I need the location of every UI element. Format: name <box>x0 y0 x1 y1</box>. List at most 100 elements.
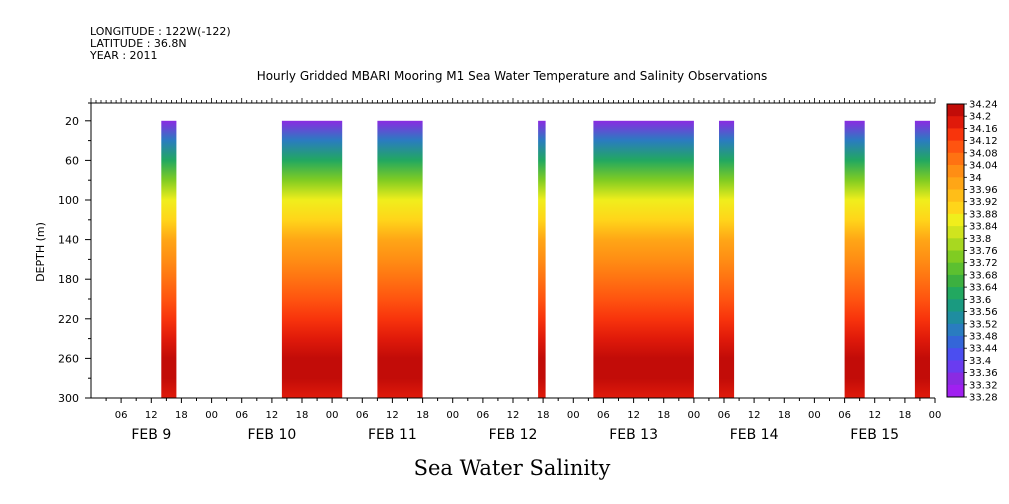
colorbar-swatch <box>947 348 964 361</box>
colorbar-swatch <box>947 372 964 386</box>
colorbar-label: 33.88 <box>969 209 998 220</box>
x-tick-label: 06 <box>356 410 369 421</box>
data-segment <box>844 120 865 399</box>
colorbar-swatch <box>947 165 964 178</box>
chart-title: Hourly Gridded MBARI Mooring M1 Sea Wate… <box>257 69 768 83</box>
colorbar-label: 34.24 <box>969 100 998 111</box>
colorbar-label: 33.52 <box>969 319 998 330</box>
data-segment <box>593 120 694 399</box>
colorbar-swatch <box>947 201 964 215</box>
colorbar-swatch <box>947 299 964 312</box>
data-segment <box>281 120 343 399</box>
colorbar-label: 33.4 <box>969 356 991 367</box>
x-tick-label: 12 <box>507 410 520 421</box>
plot-area <box>161 120 930 399</box>
y-tick-label: 100 <box>58 194 79 207</box>
x-tick-label: 06 <box>838 410 851 421</box>
data-segment <box>538 120 546 399</box>
y-tick-label: 260 <box>58 352 79 365</box>
latitude-label: LATITUDE : 36.8N <box>90 37 187 50</box>
colorbar-swatch <box>947 287 964 300</box>
colorbar-label: 34.04 <box>969 161 998 172</box>
colorbar-swatch <box>947 274 964 288</box>
x-tick-label: 06 <box>477 410 490 421</box>
data-segment <box>719 120 735 399</box>
colorbar-label: 33.8 <box>969 234 991 245</box>
x-tick-label: 12 <box>868 410 881 421</box>
x-tick-label: 12 <box>627 410 640 421</box>
colorbar-label: 33.44 <box>969 344 998 355</box>
colorbar-label: 34 <box>969 173 982 184</box>
date-label: FEB 11 <box>368 427 417 443</box>
x-tick-label: 00 <box>688 410 701 421</box>
colorbar-label: 33.32 <box>969 380 998 391</box>
colorbar-swatch <box>947 311 964 325</box>
colorbar-swatch <box>947 323 964 337</box>
colorbar-swatch <box>947 336 964 349</box>
y-tick-label: 140 <box>58 234 79 247</box>
x-tick-label: 18 <box>537 410 550 421</box>
longitude-label: LONGITUDE : 122W(-122) <box>90 25 231 38</box>
colorbar-label: 33.68 <box>969 270 998 281</box>
colorbar-swatch <box>947 226 964 239</box>
date-label: FEB 12 <box>489 427 538 443</box>
colorbar-swatch <box>947 152 964 166</box>
colorbar-swatch <box>947 213 964 227</box>
colorbar-swatch <box>947 262 964 276</box>
colorbar-label: 33.72 <box>969 258 998 269</box>
y-tick-label: 20 <box>65 115 79 128</box>
colorbar-label: 33.84 <box>969 222 998 233</box>
axes: 20 60 100 140 180 220 260 300 06 12 18 00 06 12 18 00 06… <box>58 98 941 443</box>
x-tick-label: 12 <box>145 410 158 421</box>
x-tick-label: 06 <box>597 410 610 421</box>
x-tick-label: 00 <box>929 410 942 421</box>
colorbar-label: 33.36 <box>969 368 998 379</box>
x-tick-label: 00 <box>567 410 580 421</box>
date-label: FEB 15 <box>850 427 899 443</box>
x-tick-label: 00 <box>205 410 218 421</box>
colorbar-swatch <box>947 384 964 398</box>
colorbar-label: 33.64 <box>969 283 998 294</box>
colorbar-label: 34.12 <box>969 136 998 147</box>
date-label: FEB 13 <box>609 427 658 443</box>
data-segment <box>914 120 930 399</box>
x-tick-label: 00 <box>808 410 821 421</box>
colorbar-label: 33.28 <box>969 393 998 404</box>
x-tick-label: 12 <box>266 410 279 421</box>
colorbar-label: 33.48 <box>969 332 998 343</box>
x-tick-label: 18 <box>416 410 429 421</box>
colorbar-label: 33.76 <box>969 246 998 257</box>
y-tick-label: 220 <box>58 313 79 326</box>
x-tick-label: 06 <box>235 410 248 421</box>
colorbar-label: 34.2 <box>969 112 991 123</box>
date-label: FEB 14 <box>730 427 779 443</box>
x-tick-label: 00 <box>326 410 339 421</box>
colorbar-swatch <box>947 250 964 264</box>
colorbar-swatch <box>947 128 964 142</box>
colorbar-swatch <box>947 177 964 190</box>
colorbar-label: 33.56 <box>969 307 998 318</box>
x-tick-label: 18 <box>175 410 188 421</box>
colorbar-swatch <box>947 238 964 251</box>
x-tick-label: 12 <box>748 410 761 421</box>
year-label: YEAR : 2011 <box>89 49 158 62</box>
x-tick-label: 00 <box>446 410 459 421</box>
colorbar-swatch <box>947 189 964 203</box>
y-tick-label: 180 <box>58 273 79 286</box>
colorbar-swatch <box>947 140 964 154</box>
y-axis-label: DEPTH (m) <box>34 222 47 282</box>
bottom-label: Sea Water Salinity <box>414 456 611 480</box>
y-tick-label: 60 <box>65 154 79 167</box>
colorbar-label: 33.96 <box>969 185 998 196</box>
x-tick-label: 18 <box>778 410 791 421</box>
colorbar-label: 33.6 <box>969 295 991 306</box>
x-tick-label: 06 <box>718 410 731 421</box>
data-segment <box>377 120 423 399</box>
y-tick-label: 300 <box>58 392 79 405</box>
colorbar-label: 33.92 <box>969 197 998 208</box>
x-tick-label: 18 <box>899 410 912 421</box>
date-label: FEB 10 <box>248 427 297 443</box>
x-tick-label: 18 <box>296 410 309 421</box>
colorbar-label: 34.16 <box>969 124 998 135</box>
